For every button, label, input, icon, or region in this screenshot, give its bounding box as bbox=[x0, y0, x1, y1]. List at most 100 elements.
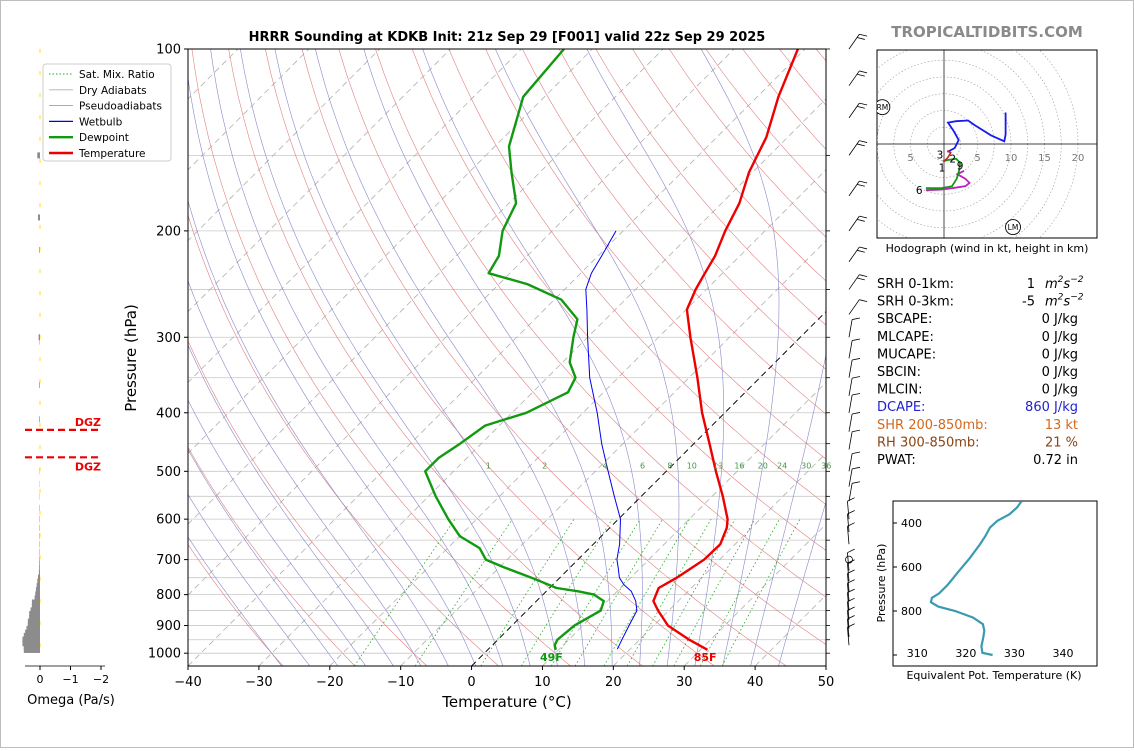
lm-label: LM bbox=[1008, 223, 1019, 232]
y-axis-label: Pressure (hPa) bbox=[122, 304, 140, 412]
barb-shaft bbox=[849, 454, 852, 472]
x-tick-label: −30 bbox=[245, 675, 272, 690]
stat-label: MLCIN: bbox=[877, 383, 922, 398]
barb-feather bbox=[852, 393, 860, 395]
y-tick-label: 800 bbox=[156, 588, 181, 603]
pseudoadiabat bbox=[587, 49, 724, 666]
thetae-x-label: Equivalent Pot. Temperature (K) bbox=[906, 669, 1081, 682]
x-tick-label: 50 bbox=[818, 675, 835, 690]
x-axis-label: Temperature (°C) bbox=[441, 693, 571, 711]
barb-shaft bbox=[849, 378, 852, 396]
y-tick-label: 100 bbox=[156, 43, 181, 58]
stat-value: 0 J/kg bbox=[1042, 330, 1078, 345]
pseudoadiabat bbox=[184, 49, 475, 666]
thetae-frame bbox=[893, 501, 1097, 666]
thetae-y-tick-label: 600 bbox=[901, 561, 922, 574]
omega-bar bbox=[37, 152, 40, 158]
omega-ticks: 0−1−2 bbox=[25, 666, 109, 686]
hodograph-ring-label: 10 bbox=[1005, 153, 1018, 164]
pseudoadiabat bbox=[275, 49, 558, 666]
rm-label: RM bbox=[877, 103, 889, 112]
wind-barb bbox=[849, 103, 867, 118]
wind-barb bbox=[847, 580, 854, 601]
y-tick-label: 500 bbox=[156, 465, 181, 480]
mixing-ratio-label: 4 bbox=[603, 461, 608, 470]
barb-feather bbox=[847, 498, 854, 502]
x-tick-label: 10 bbox=[534, 675, 551, 690]
dry-adiabat bbox=[265, 49, 714, 666]
barb-feather bbox=[852, 318, 860, 320]
barb-shaft bbox=[849, 181, 859, 196]
barb-feather bbox=[859, 216, 867, 218]
unit-m: m bbox=[1045, 295, 1058, 310]
x-tick-label: −20 bbox=[316, 675, 343, 690]
stat-value: 860 J/kg bbox=[1025, 400, 1078, 415]
barb-feather bbox=[857, 250, 865, 252]
stat-label: SBCIN: bbox=[877, 365, 921, 380]
x-tick-label: 20 bbox=[605, 675, 622, 690]
y-tick-label: 700 bbox=[156, 553, 181, 568]
barb-feather bbox=[859, 103, 867, 105]
wind-barb bbox=[849, 275, 867, 290]
x-tick-label: −40 bbox=[174, 675, 201, 690]
skewt-frame bbox=[188, 49, 826, 666]
stat-value: 13 kt bbox=[1045, 418, 1078, 433]
y-tick-label: 400 bbox=[156, 406, 181, 421]
stat-label: DCAPE: bbox=[877, 400, 925, 415]
hodograph-ring-label: 5 bbox=[974, 153, 980, 164]
isotherm-line bbox=[330, 49, 947, 666]
barb-feather bbox=[852, 377, 860, 379]
wind-barb bbox=[847, 498, 854, 519]
barb-feather bbox=[857, 278, 865, 280]
wind-barb bbox=[849, 358, 860, 377]
pseudoadiabat bbox=[315, 49, 584, 666]
stat-value: 0.72 in bbox=[1033, 453, 1078, 468]
barb-feather bbox=[852, 430, 860, 432]
wind-barb bbox=[849, 247, 867, 262]
barb-feather bbox=[859, 34, 867, 36]
watermark: TROPICALTIDBITS.COM bbox=[891, 23, 1083, 41]
wind-barb bbox=[849, 339, 860, 358]
legend-entry: Temperature bbox=[78, 148, 146, 160]
barb-shaft bbox=[849, 320, 852, 338]
mixing-ratio-label: 36 bbox=[821, 461, 831, 470]
unit-sup2: −2 bbox=[1070, 293, 1084, 303]
barb-feather bbox=[852, 358, 860, 360]
thetae-x-tick-label: 320 bbox=[955, 647, 976, 660]
legend-entry: Sat. Mix. Ratio bbox=[79, 69, 155, 81]
y-tick-label: 600 bbox=[156, 513, 181, 528]
barb-shaft bbox=[849, 141, 859, 156]
stat-unit: m2s−2 bbox=[1045, 293, 1084, 310]
barb-feather bbox=[852, 339, 860, 341]
barb-shaft bbox=[849, 432, 852, 450]
wind-barb bbox=[849, 467, 860, 486]
surface-temperature-label: 85F bbox=[694, 651, 717, 664]
x-tick-label: −10 bbox=[387, 675, 414, 690]
stat-value: 0 J/kg bbox=[1042, 347, 1078, 362]
omega-bar bbox=[39, 556, 40, 562]
dgz-label: DGZ bbox=[75, 460, 101, 473]
stat-value: 1 bbox=[1027, 277, 1035, 292]
mixing-ratio-line bbox=[415, 519, 512, 666]
hodograph-caption: Hodograph (wind in kt, height in km) bbox=[886, 242, 1089, 255]
hodograph-ring-label: 20 bbox=[1072, 153, 1085, 164]
barb-shaft bbox=[849, 414, 852, 432]
omega-bars bbox=[22, 152, 40, 653]
barb-feather bbox=[857, 184, 865, 186]
stat-label: SRH 0-3km: bbox=[877, 295, 954, 310]
chart-title: HRRR Sounding at KDKB Init: 21z Sep 29 [… bbox=[249, 30, 766, 45]
mixing-ratio-label: 8 bbox=[667, 461, 672, 470]
mixing-ratio-label: 20 bbox=[758, 461, 768, 470]
wind-barb bbox=[849, 34, 867, 49]
mixing-ratio-label: 2 bbox=[542, 461, 547, 470]
barb-shaft bbox=[849, 300, 859, 315]
barb-shaft bbox=[849, 34, 859, 49]
stat-label: SBCAPE: bbox=[877, 312, 932, 327]
